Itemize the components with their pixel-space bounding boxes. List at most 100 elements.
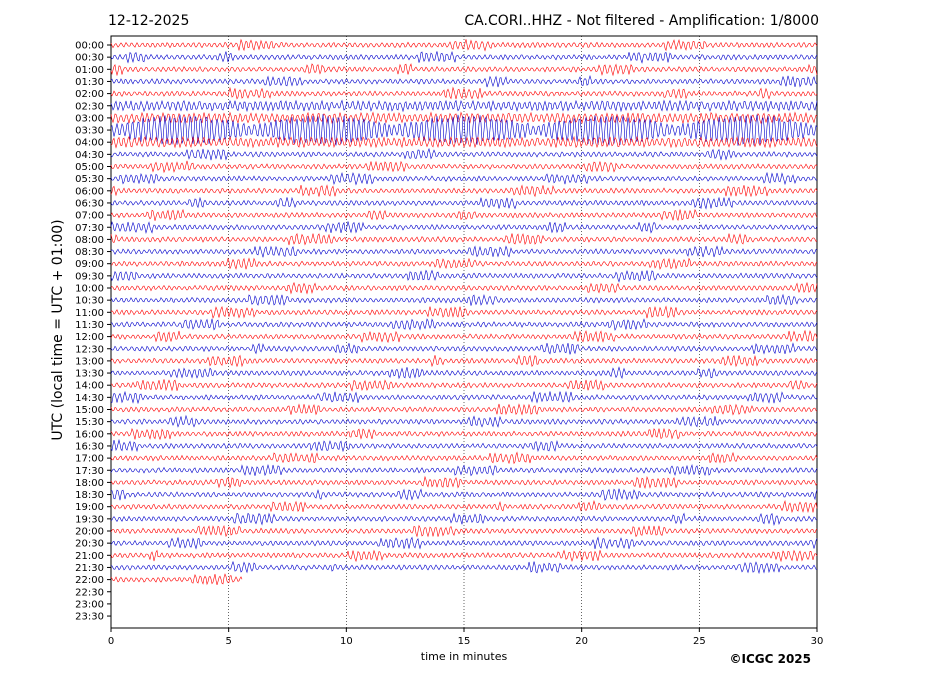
trace-line [110,86,818,100]
y-tick-label: 18:30 [75,490,104,501]
y-tick-label: 19:30 [75,514,104,525]
y-tick-label: 14:00 [75,381,104,392]
y-tick-label: 15:30 [75,417,104,428]
y-tick-label: 07:00 [75,211,104,222]
trace-line [110,305,818,319]
y-tick-label: 20:00 [75,527,104,538]
y-tick-label: 05:00 [75,162,104,173]
y-tick-label: 02:00 [75,89,104,100]
trace-line [110,99,818,113]
trace-line [110,560,818,575]
trace-line [110,38,818,52]
y-axis-label: UTC (local time = UTC + 01:00) [50,219,66,440]
trace-line [110,475,818,490]
y-tick-label: 12:00 [75,332,104,343]
copyright-label: ©ICGC 2025 [729,652,811,666]
x-tick-label: 30 [811,636,824,647]
y-tick-label: 09:00 [75,259,104,270]
trace-line [110,63,818,77]
y-tick-label: 13:30 [75,369,104,380]
trace-line [110,342,818,355]
trace-line [110,245,818,258]
trace-line [110,184,818,198]
y-tick-label: 22:30 [75,587,104,598]
trace-line [110,281,818,295]
trace-line [110,160,818,174]
y-tick-label: 04:00 [75,138,104,149]
y-tick-label: 05:30 [75,174,104,185]
grid-lines [228,36,700,628]
trace-line [110,114,818,146]
y-tick-label: 07:30 [75,223,104,234]
trace-line [110,536,818,550]
trace-line [110,354,818,368]
y-tick-label: 11:00 [75,308,104,319]
y-tick-label: 06:00 [75,186,104,197]
chart-date: 12-12-2025 [108,13,189,29]
trace-line [110,427,818,441]
y-tick-label: 10:30 [75,296,104,307]
y-tick-label: 12:30 [75,344,104,355]
x-tick-label: 15 [458,636,471,647]
y-tick-label: 17:00 [75,454,104,465]
trace-line [110,329,818,344]
trace-line [110,147,818,161]
trace-line [110,500,818,514]
y-tick-label: 17:30 [75,466,104,477]
chart-station-info: CA.CORI..HHZ - Not filtered - Amplificat… [464,13,819,29]
trace-line [110,293,818,306]
y-tick-label: 23:00 [75,599,104,610]
trace-line [110,524,818,538]
trace-line [110,390,818,405]
y-tick-label: 21:30 [75,563,104,574]
y-tick-label: 11:30 [75,320,104,331]
y-tick-label: 00:00 [75,41,104,52]
y-tick-label: 20:30 [75,539,104,550]
trace-line [110,135,818,149]
x-axis-label: time in minutes [421,650,508,663]
trace-line [110,414,818,428]
x-tick-label: 0 [108,636,114,647]
y-tick-label: 23:30 [75,612,104,623]
y-tick-label: 06:30 [75,198,104,209]
y-tick-label: 09:30 [75,271,104,282]
trace-line [110,232,818,246]
y-tick-label: 21:00 [75,551,104,562]
x-tick-labels: 0 5 10 15 20 25 30 [108,628,824,647]
trace-line [110,366,818,380]
trace-line [110,403,818,416]
trace-line [110,208,818,221]
y-tick-label: 18:00 [75,478,104,489]
trace-line [110,171,818,186]
y-tick-label: 03:00 [75,113,104,124]
trace-line [110,488,818,501]
trace-line [110,451,818,465]
y-tick-label: 01:00 [75,65,104,76]
trace-line [110,318,818,331]
x-tick-label: 5 [225,636,231,647]
y-tick-label: 22:00 [75,575,104,586]
y-tick-label: 04:30 [75,150,104,161]
y-tick-label: 08:30 [75,247,104,258]
y-tick-label: 10:00 [75,284,104,295]
trace-line [110,269,818,283]
y-tick-label: 02:30 [75,101,104,112]
y-tick-label: 08:00 [75,235,104,246]
y-tick-label: 13:00 [75,356,104,367]
y-tick-label: 15:00 [75,405,104,416]
y-tick-label: 00:30 [75,53,104,64]
y-tick-label: 16:00 [75,429,104,440]
y-tick-label: 03:30 [75,126,104,137]
trace-line [110,196,818,210]
trace-line [110,512,818,526]
trace-line [110,549,818,563]
x-tick-label: 20 [575,636,588,647]
trace-line [110,257,818,270]
plot-frame [110,35,818,629]
trace-line [110,438,818,453]
trace-line [111,379,818,392]
trace-line [110,463,818,477]
x-tick-label: 10 [340,636,353,647]
